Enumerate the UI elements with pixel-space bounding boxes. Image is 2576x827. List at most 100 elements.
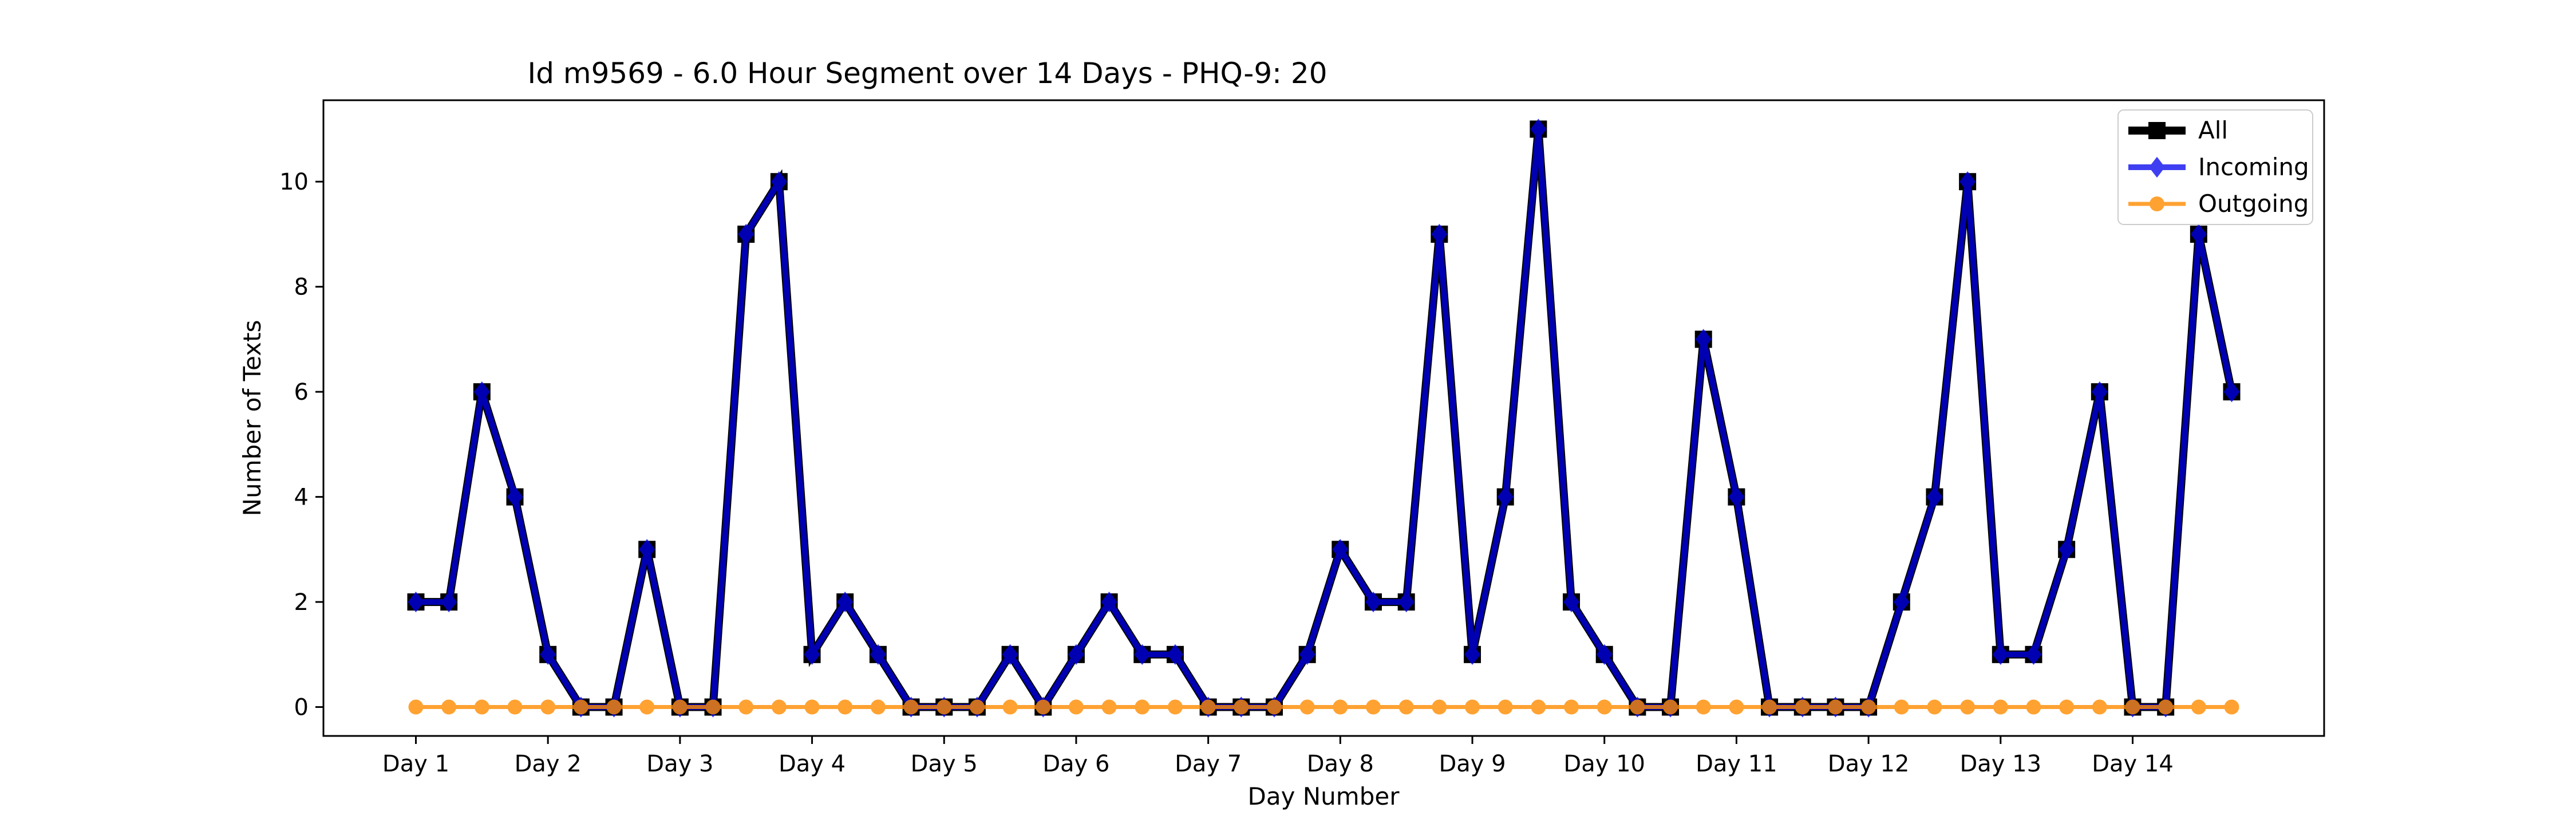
data-point-outgoing — [474, 699, 489, 715]
data-point-outgoing — [1630, 699, 1645, 715]
data-point-incoming — [1728, 486, 1745, 507]
data-point-outgoing — [1894, 699, 1909, 715]
data-point-outgoing — [1234, 699, 1249, 715]
data-point-outgoing — [2092, 699, 2107, 715]
y-tick-label: 4 — [294, 485, 309, 511]
x-axis: Day 1 Day 2 Day 3 Day 4 Day 5 Day 6 Day 7 Day 8… — [382, 736, 2174, 777]
x-axis-label: Day Number — [1247, 782, 1400, 810]
data-point-outgoing — [573, 699, 588, 715]
data-point-outgoing — [1927, 699, 1942, 715]
data-point-incoming — [1926, 486, 1943, 507]
plot-frame — [322, 99, 2325, 737]
data-point-incoming — [507, 486, 523, 507]
data-point-incoming — [1563, 591, 1580, 613]
data-point-outgoing — [870, 699, 886, 715]
data-point-outgoing — [837, 699, 853, 715]
series-line-incoming — [416, 129, 2235, 712]
legend-entry-all — [2128, 122, 2186, 139]
data-point-outgoing — [1531, 699, 1546, 715]
data-point-incoming — [804, 644, 820, 665]
data-point-outgoing — [2059, 699, 2075, 715]
legend-label: Incoming — [2198, 153, 2309, 181]
x-tick-label: Day 8 — [1307, 751, 1374, 777]
y-tick-label: 10 — [279, 169, 309, 195]
data-point-outgoing — [705, 699, 721, 715]
data-point-outgoing — [672, 699, 688, 715]
data-point-outgoing — [606, 699, 622, 715]
data-point-incoming — [1332, 539, 1349, 560]
x-tick-label: Day 11 — [1696, 751, 1777, 777]
data-point-outgoing — [1861, 699, 1876, 715]
data-point-outgoing — [771, 699, 787, 715]
data-point-incoming — [1068, 644, 1084, 665]
data-point-outgoing — [1696, 699, 1711, 715]
data-point-incoming — [1398, 591, 1415, 613]
y-tick-label: 6 — [294, 379, 309, 405]
x-tick-label: Day 12 — [1828, 751, 1910, 777]
data-point-outgoing — [1036, 699, 1051, 715]
data-point-outgoing — [1828, 699, 1843, 715]
data-point-incoming — [540, 644, 556, 665]
legend-marker — [2149, 156, 2165, 178]
data-point-incoming — [1101, 591, 1117, 613]
x-tick-label: Day 5 — [911, 751, 978, 777]
data-point-incoming — [441, 591, 457, 613]
data-point-outgoing — [1993, 699, 2008, 715]
data-point-incoming — [473, 381, 490, 403]
data-point-outgoing — [1068, 699, 1084, 715]
data-point-incoming — [1695, 329, 1712, 350]
data-point-incoming — [1497, 486, 1514, 507]
data-point-outgoing — [1498, 699, 1513, 715]
data-point-outgoing — [1960, 699, 1976, 715]
legend: All Incoming Outgoing — [2117, 109, 2313, 225]
x-tick-label: Day 7 — [1175, 751, 1242, 777]
data-point-incoming — [1365, 591, 1382, 613]
data-point-incoming — [2025, 644, 2042, 665]
data-point-outgoing — [1299, 699, 1315, 715]
legend-frame — [2117, 109, 2313, 225]
y-axis-label: Number of Texts — [238, 320, 266, 517]
legend-label: All — [2198, 116, 2228, 144]
data-point-incoming — [1167, 644, 1183, 665]
data-point-incoming — [1530, 119, 1547, 140]
data-point-outgoing — [1663, 699, 1678, 715]
data-point-outgoing — [1597, 699, 1612, 715]
data-point-outgoing — [639, 699, 655, 715]
data-point-incoming — [408, 591, 424, 613]
data-point-outgoing — [2224, 699, 2239, 715]
legend-label: Outgoing — [2198, 190, 2309, 218]
data-point-outgoing — [804, 699, 820, 715]
data-point-outgoing — [903, 699, 919, 715]
data-point-outgoing — [2191, 699, 2206, 715]
data-point-incoming — [1464, 644, 1481, 665]
data-point-incoming — [1992, 644, 2009, 665]
data-point-outgoing — [1762, 699, 1777, 715]
data-point-outgoing — [1167, 699, 1183, 715]
data-point-incoming — [2091, 381, 2108, 403]
data-point-outgoing — [1795, 699, 1810, 715]
data-point-incoming — [1596, 644, 1613, 665]
data-point-incoming — [1959, 171, 1976, 192]
data-point-outgoing — [738, 699, 754, 715]
plot-area — [407, 119, 2241, 718]
y-tick-label: 8 — [294, 274, 309, 301]
data-point-outgoing — [1398, 699, 1414, 715]
data-point-outgoing — [507, 699, 523, 715]
legend-entry-outgoing — [2128, 196, 2186, 211]
chart-title: Id m9569 - 6.0 Hour Segment over 14 Days… — [527, 57, 1327, 90]
data-point-outgoing — [1135, 699, 1150, 715]
series-outgoing — [408, 699, 2239, 715]
legend-marker — [2148, 122, 2166, 139]
data-point-outgoing — [1200, 699, 1216, 715]
data-point-outgoing — [1432, 699, 1447, 715]
x-tick-label: Day 10 — [1563, 751, 1645, 777]
x-tick-label: Day 2 — [515, 751, 582, 777]
data-point-incoming — [2190, 223, 2207, 245]
data-point-incoming — [771, 171, 787, 192]
data-point-incoming — [2059, 539, 2075, 560]
data-point-incoming — [1002, 644, 1018, 665]
legend-marker — [2150, 196, 2164, 211]
data-point-outgoing — [1101, 699, 1117, 715]
data-point-incoming — [1893, 591, 1910, 613]
